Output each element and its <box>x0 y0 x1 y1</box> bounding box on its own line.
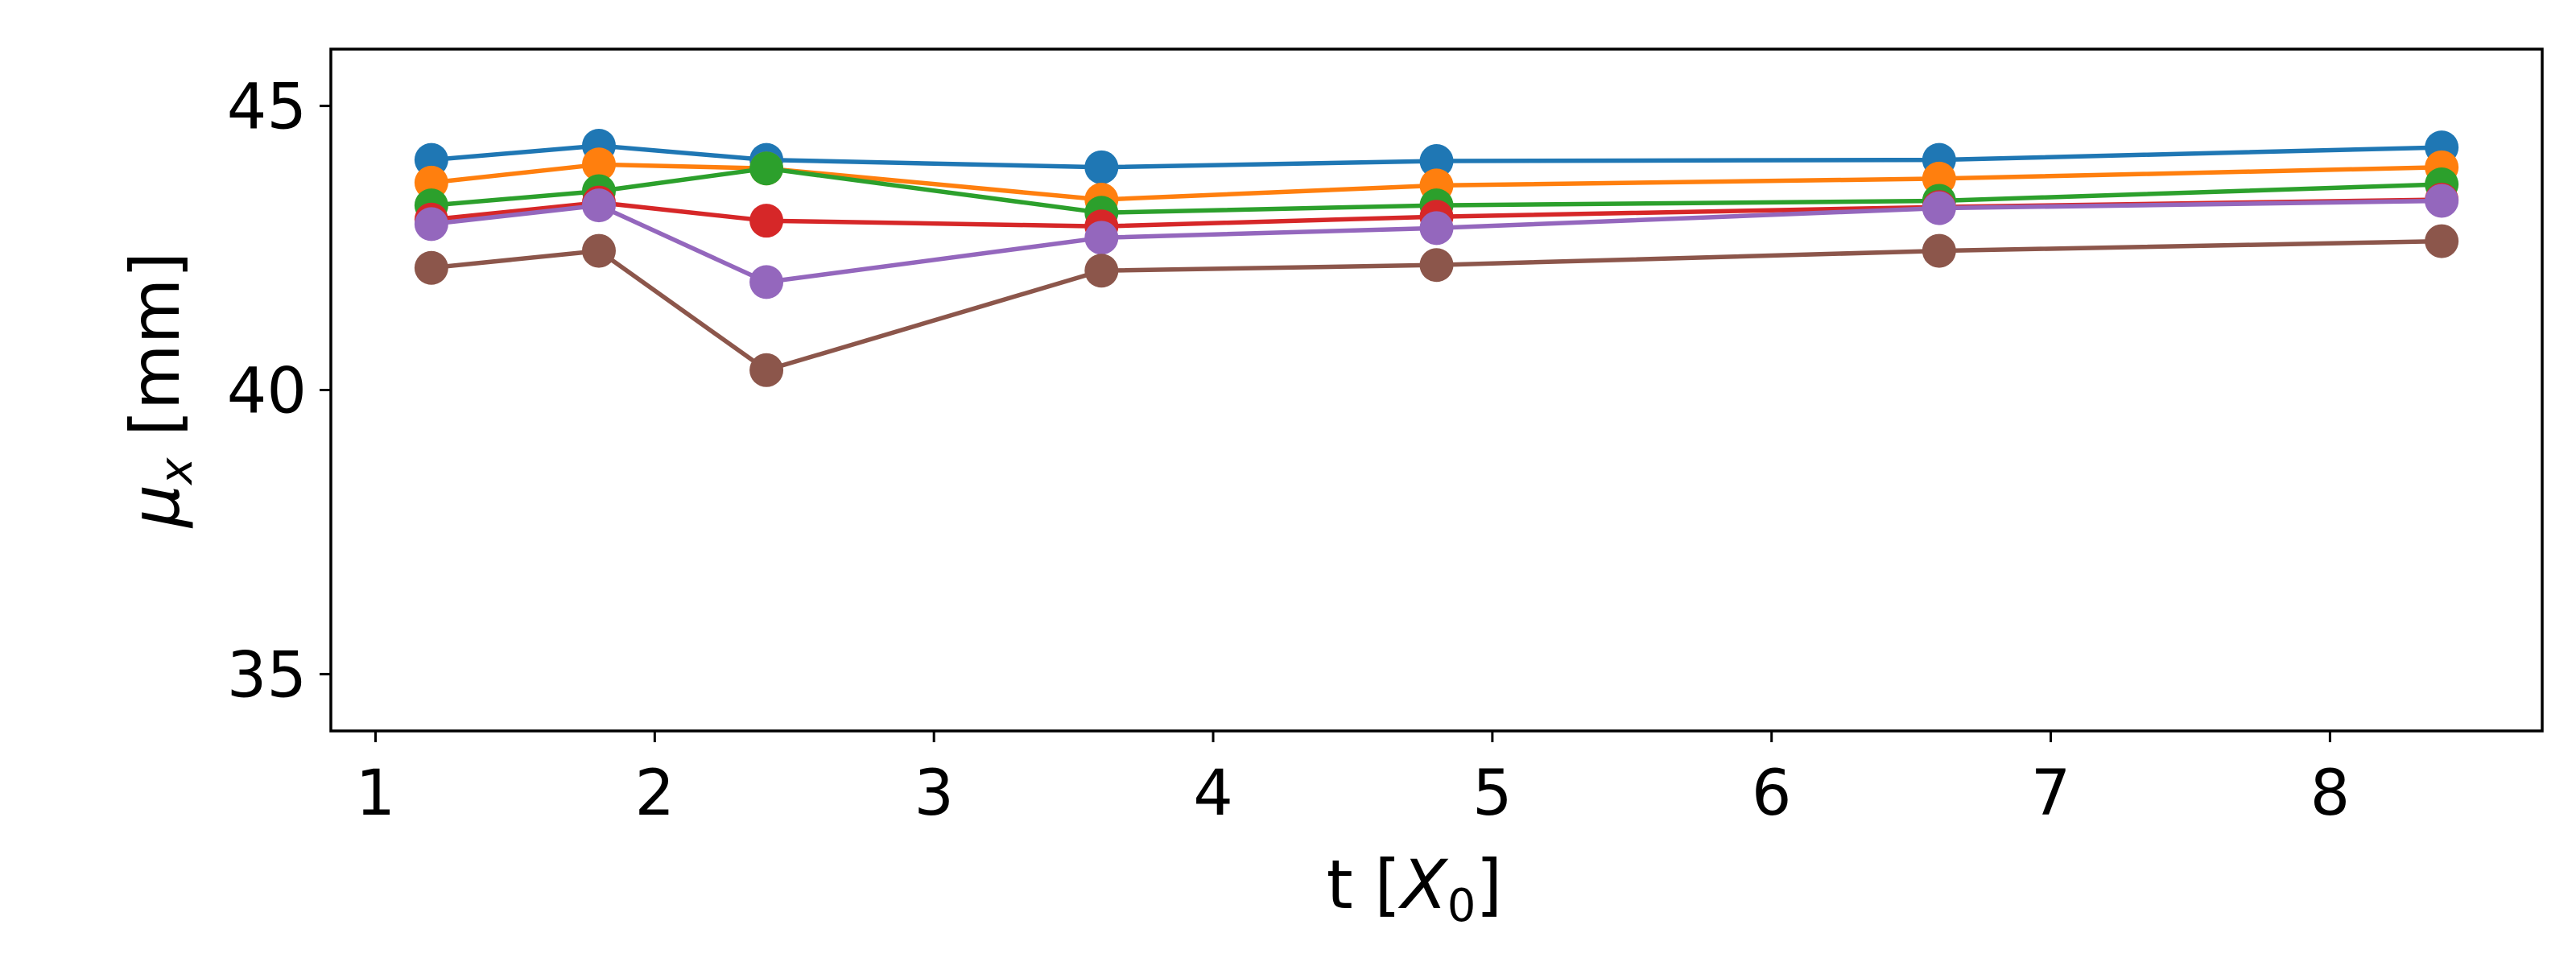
series-5-point <box>1419 211 1454 246</box>
series-4-point <box>749 204 784 238</box>
series-1-point <box>1084 150 1119 184</box>
series-6-point <box>1084 254 1119 288</box>
series-layer <box>414 128 2459 387</box>
series-2-point <box>581 147 616 182</box>
x-axis-label: t [X0] <box>1327 845 1502 932</box>
series-5-point <box>749 265 784 299</box>
x-tick-label: 3 <box>914 758 954 830</box>
x-axis: 1 2 3 4 5 6 7 8 <box>356 731 2351 830</box>
series-6-point <box>581 233 616 268</box>
series-6-point <box>749 353 784 387</box>
y-tick-label: 45 <box>227 72 307 144</box>
series-6-point <box>2425 224 2459 258</box>
series-1-point <box>1419 144 1454 179</box>
x-tick-label: 5 <box>1472 758 1513 830</box>
series-5-point <box>1084 221 1119 255</box>
x-tick-label: 6 <box>1752 758 1792 830</box>
y-axis-label: μx [mm] <box>116 252 203 530</box>
x-tick-label: 7 <box>2031 758 2071 830</box>
y-axis: 35 40 45 <box>227 72 331 712</box>
series-5-point <box>414 207 448 242</box>
x-tick-label: 8 <box>2310 758 2351 830</box>
x-tick-label: 1 <box>356 758 396 830</box>
series-3-point <box>749 151 784 186</box>
x-tick-label: 2 <box>635 758 675 830</box>
series-5-point <box>581 188 616 223</box>
x-tick-label: 4 <box>1193 758 1233 830</box>
y-tick-label: 35 <box>227 639 307 712</box>
series-5-point <box>2425 184 2459 218</box>
series-6-point <box>1922 233 1956 268</box>
series-6-point <box>414 250 448 285</box>
y-tick-label: 40 <box>227 356 307 428</box>
series-5-point <box>1922 191 1956 225</box>
series-6-point <box>1419 248 1454 283</box>
